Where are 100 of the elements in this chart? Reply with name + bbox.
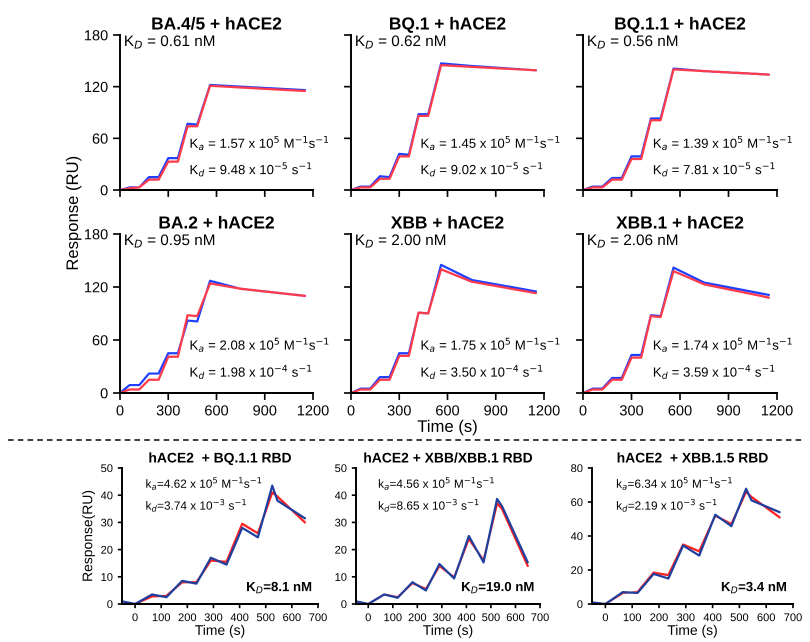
- x-tick-label: 100: [624, 613, 642, 622]
- y-tick-label: 180: [84, 30, 108, 40]
- x-tick-label: 1200: [298, 405, 329, 416]
- y-tick-label: 0: [100, 185, 108, 196]
- x-tick-label: 500: [256, 613, 275, 622]
- x-tick-label: 700: [309, 613, 327, 622]
- y-tick-label: 0: [107, 600, 113, 608]
- y-tick-label: 80: [571, 464, 583, 472]
- x-tick-label: 100: [384, 613, 402, 622]
- annotation: K$_{D}$ = 2.06 nM: [588, 234, 678, 248]
- y-tick-label: 180: [84, 229, 108, 240]
- x-axis-title: Time (s): [418, 420, 477, 436]
- annotation: k$_{d}$=2.19 x 10$^{−3}$ s$^{−1}$: [616, 498, 716, 512]
- x-tick-label: 300: [156, 405, 180, 416]
- x-tick-label: 600: [283, 613, 301, 622]
- annotation: K$_{D}$ = 0.95 nM: [125, 234, 214, 248]
- chart-title: BQ.1.1 + hACE2: [615, 16, 746, 33]
- x-tick-label: 500: [730, 613, 748, 622]
- annotation: K$_{d}$ = 9.48 x 10$^{−5}$ s$^{−1}$: [190, 162, 312, 176]
- y-tick-label: 0: [577, 600, 583, 608]
- y-tick-label: 20: [335, 546, 347, 554]
- chart-title: hACE2 + XBB/XBB.1 RBD: [364, 452, 532, 463]
- x-tick-label: 200: [408, 613, 426, 622]
- x-tick-label: 700: [531, 613, 549, 622]
- annotation: K$_{D}$ = 0.61 nM: [125, 35, 214, 49]
- annotation: K$_{a}$ = 1.45 x 10$^{5}$ M$^{−1}$s$^{−1}$: [422, 136, 560, 150]
- annotation: K$_{D}$ = 2.00 nM: [356, 234, 446, 248]
- y-tick-label: 60: [92, 335, 108, 346]
- annotation: K$_{d}$ = 9.02 x 10$^{−5}$ s$^{−1}$: [422, 162, 542, 176]
- x-tick-label: 900: [484, 405, 508, 416]
- annotation: k$_{a}$=4.62 x 10$^{5}$ M$^{−1}$s$^{−1}$: [146, 477, 262, 490]
- annotation: K$_{a}$ = 1.74 x 10$^{5}$ M$^{−1}$s$^{−1}$: [654, 338, 792, 352]
- y-axis-title: Response (RU): [66, 156, 82, 270]
- x-tick-label: 400: [457, 613, 476, 622]
- x-tick-label: 0: [348, 405, 354, 416]
- x-tick-label: 900: [253, 405, 276, 416]
- x-tick-label: 0: [366, 613, 371, 622]
- chart-title: BQ.1 + hACE2: [390, 16, 506, 33]
- y-tick-label: 0: [341, 600, 347, 608]
- x-tick-label: 1200: [762, 405, 793, 416]
- annotation: K$_{a}$ = 1.39 x 10$^{5}$ M$^{−1}$s$^{−1}$: [654, 136, 792, 150]
- annotation: K$_{d}$ = 3.59 x 10$^{−4}$ s$^{−1}$: [654, 364, 774, 379]
- y-tick-label: 10: [335, 573, 347, 581]
- y-tick-label: 0: [100, 388, 108, 398]
- annotation: K$_{D}$ = 0.56 nM: [588, 35, 678, 49]
- x-tick-label: 600: [668, 405, 692, 416]
- annotation: K$_{a}$ = 1.57 x 10$^{5}$ M$^{−1}$s$^{−1}$: [190, 136, 328, 150]
- y-tick-label: 50: [335, 464, 347, 472]
- y-tick-label: 60: [92, 133, 108, 144]
- x-axis-title: Time (s): [423, 624, 472, 638]
- x-tick-label: 500: [482, 613, 500, 622]
- y-tick-label: 40: [570, 532, 583, 540]
- x-axis-title: Time (s): [668, 624, 717, 638]
- chart-title: BA.4/5 + hACE2: [152, 16, 282, 30]
- x-tick-label: 600: [205, 405, 228, 416]
- annotation: K$_{D}$=19.0 nM: [462, 582, 534, 594]
- x-tick-label: 400: [704, 613, 722, 622]
- x-tick-label: 700: [784, 613, 802, 622]
- x-tick-label: 300: [204, 613, 222, 622]
- chart-title: XBB + hACE2: [390, 216, 504, 229]
- y-tick-label: 20: [101, 546, 113, 554]
- annotation: K$_{D}$=3.4 nM: [722, 582, 786, 594]
- x-tick-label: 300: [676, 613, 695, 622]
- x-tick-label: 600: [757, 613, 776, 622]
- chart-title: hACE2 + BQ.1.1 RBD: [149, 452, 291, 466]
- x-tick-label: 200: [178, 613, 196, 622]
- annotation: k$_{a}$=4.56 x 10$^{5}$ M$^{−1}$s$^{−1}$: [378, 477, 494, 490]
- y-tick-label: 30: [335, 518, 347, 527]
- y-tick-label: 50: [101, 464, 113, 472]
- annotation: k$_{d}$=8.65 x 10$^{−3}$ s$^{−1}$: [378, 498, 478, 512]
- x-tick-label: 0: [132, 613, 138, 622]
- x-tick-label: 0: [602, 613, 608, 622]
- annotation: K$_{D}$ = 0.62 nM: [356, 35, 446, 49]
- annotation: k$_{a}$=6.34 x 10$^{5}$ M$^{−1}$s$^{−1}$: [616, 477, 732, 490]
- annotation: K$_{a}$ = 2.08 x 10$^{5}$ M$^{−1}$s$^{−1}$: [190, 338, 328, 352]
- annotation: K$_{d}$ = 1.98 x 10$^{−4}$ s$^{−1}$: [190, 364, 312, 379]
- chart-title: BA.2 + hACE2: [160, 216, 274, 229]
- x-tick-label: 900: [717, 405, 740, 416]
- y-tick-label: 60: [571, 498, 583, 506]
- annotation: K$_{D}$=8.1 nM: [247, 582, 312, 594]
- x-tick-label: 300: [388, 405, 411, 416]
- x-tick-label: 300: [433, 613, 451, 622]
- y-tick-label: 20: [571, 566, 583, 574]
- y-axis-title: Response(RU): [82, 490, 96, 581]
- x-tick-label: 100: [152, 613, 170, 622]
- y-tick-label: 40: [334, 491, 347, 500]
- annotation: K$_{d}$ = 7.81 x 10$^{−5}$ s$^{−1}$: [654, 162, 775, 176]
- annotation: K$_{d}$ = 3.50 x 10$^{−4}$ s$^{−1}$: [422, 364, 542, 379]
- annotation: K$_{a}$ = 1.75 x 10$^{5}$ M$^{−1}$s$^{−1}$: [422, 338, 560, 352]
- x-tick-label: 200: [650, 613, 668, 622]
- x-tick-label: 300: [620, 405, 644, 416]
- x-axis-title: Time (s): [195, 624, 244, 638]
- x-tick-label: 1200: [528, 405, 560, 416]
- annotation: k$_{d}$=3.74 x 10$^{−3}$ s$^{−1}$: [146, 498, 246, 512]
- chart-title: hACE2 + XBB.1.5 RBD: [618, 452, 768, 463]
- chart-title: XBB.1 + hACE2: [616, 216, 744, 229]
- y-tick-label: 10: [101, 573, 113, 581]
- x-tick-label: 600: [506, 613, 524, 622]
- y-tick-label: 40: [100, 491, 113, 500]
- x-tick-label: 600: [436, 405, 460, 416]
